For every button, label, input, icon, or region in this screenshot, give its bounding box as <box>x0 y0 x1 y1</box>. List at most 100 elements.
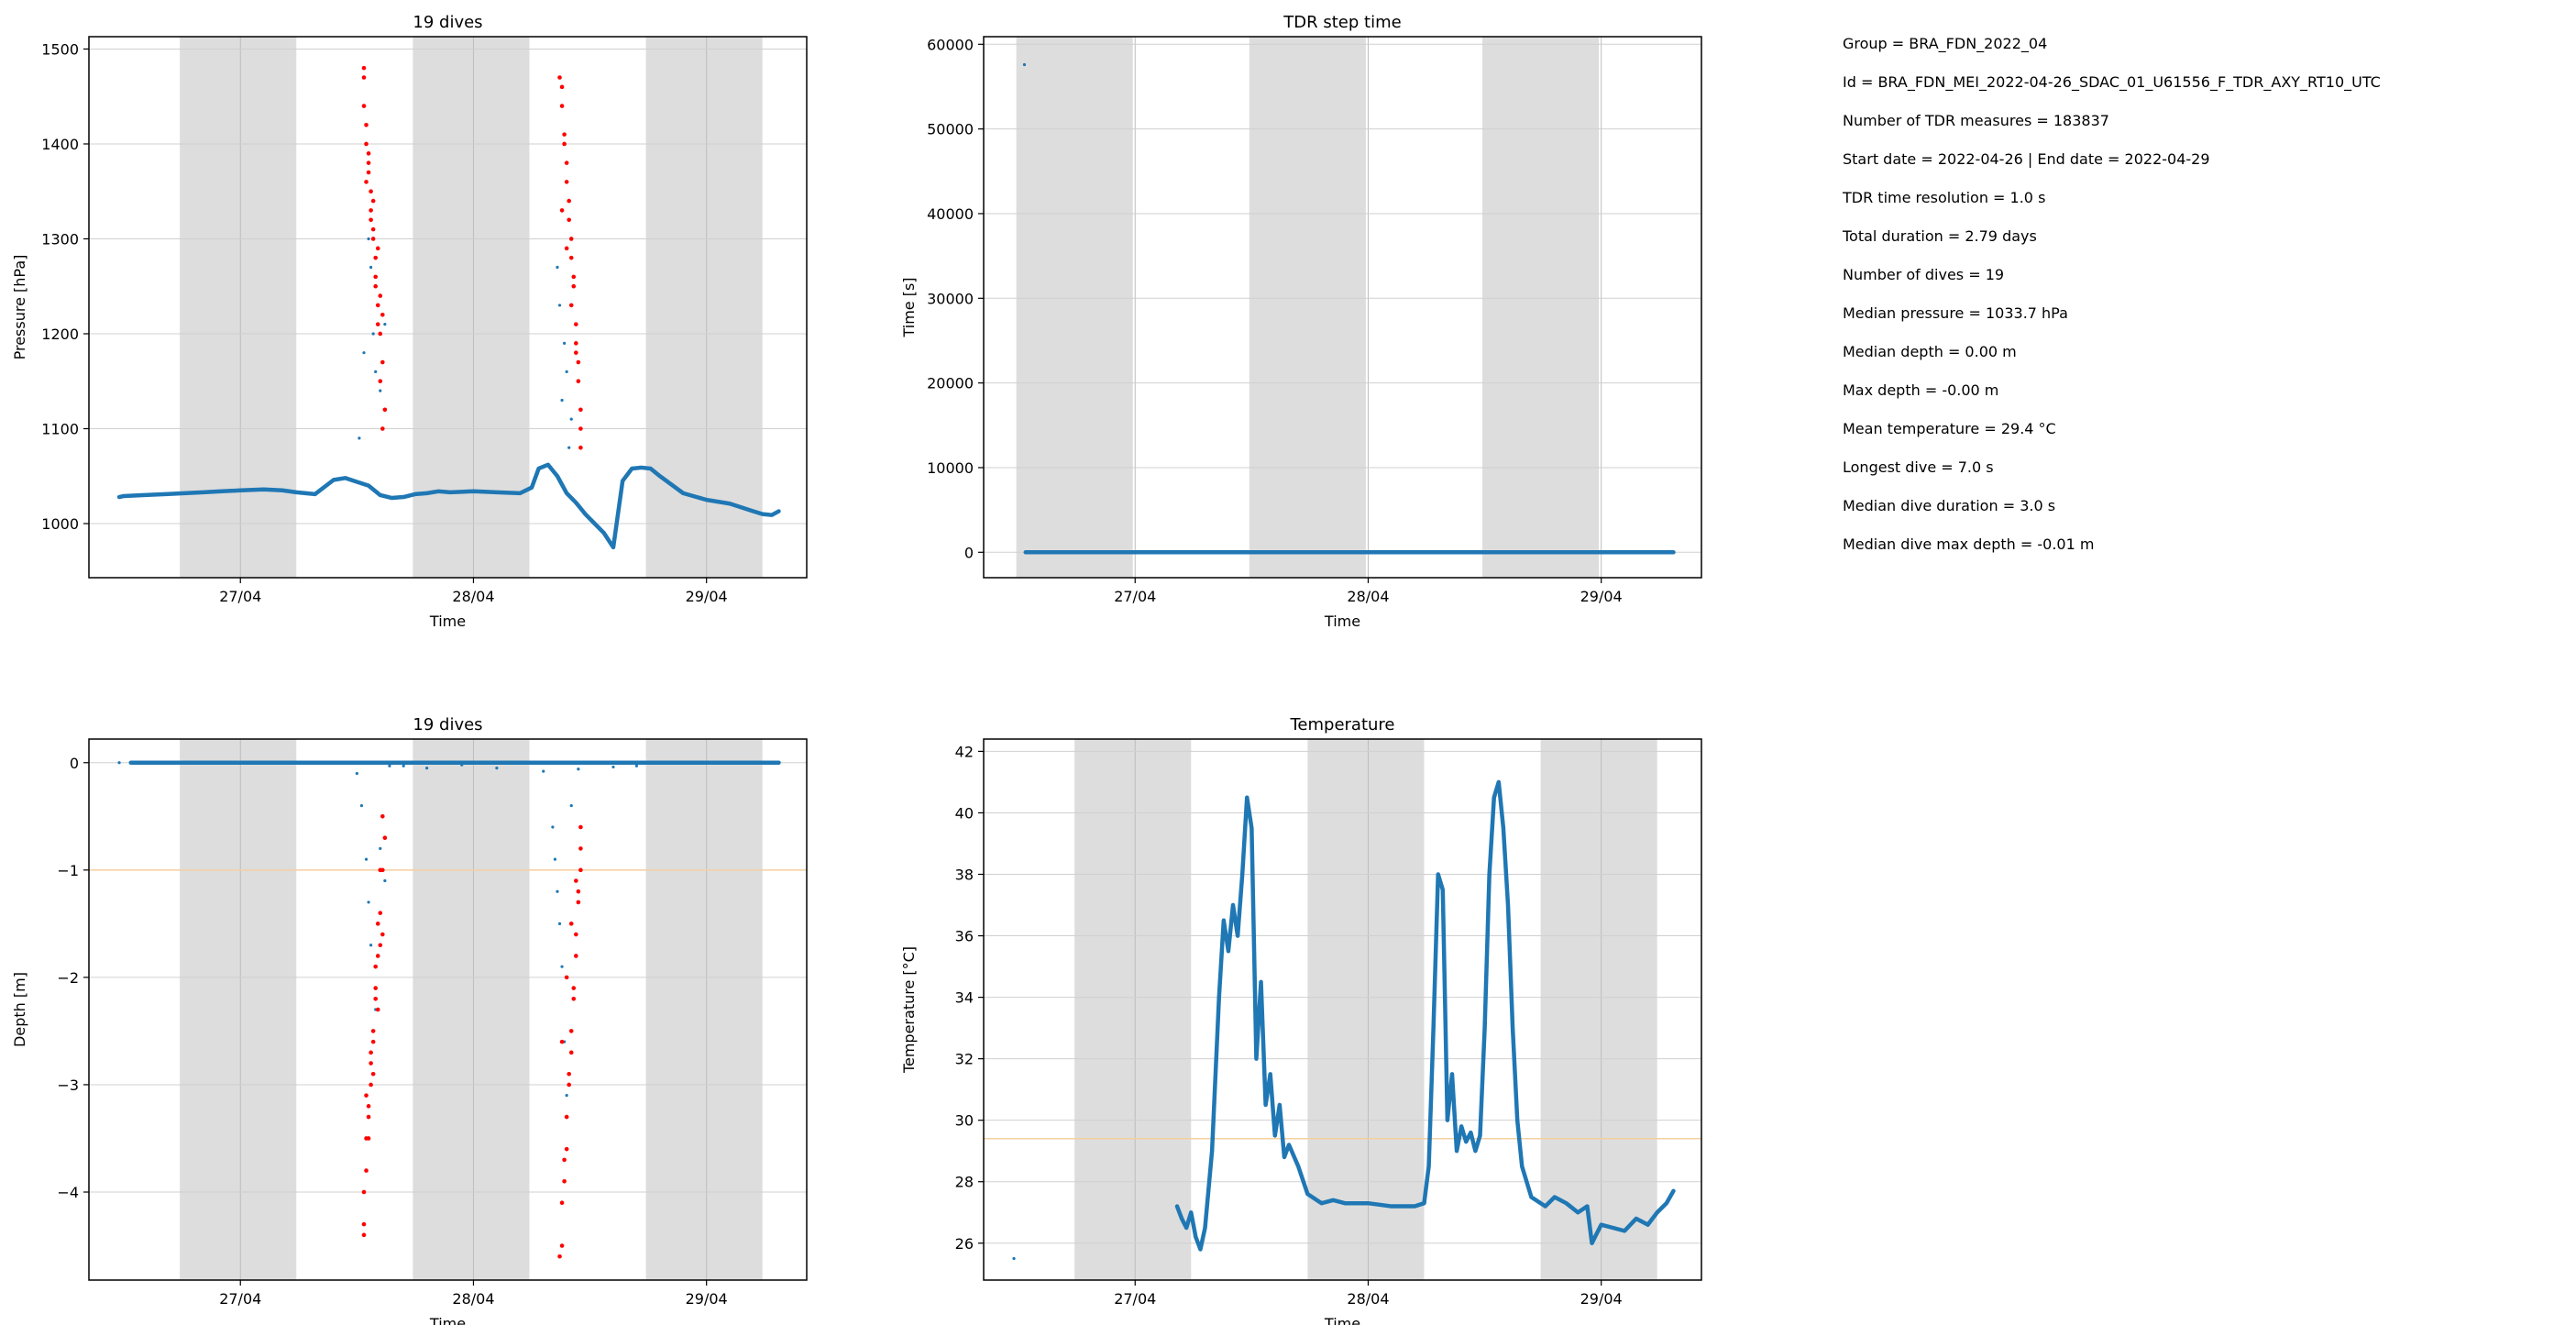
dive-point <box>559 1039 565 1044</box>
series-point <box>355 771 358 776</box>
y-tick-label: −2 <box>57 969 79 987</box>
dive-point <box>369 208 373 213</box>
chart-title: 19 dives <box>413 715 482 734</box>
series-point <box>371 332 375 336</box>
x-tick-label: 28/04 <box>1347 588 1389 605</box>
dive-point <box>361 1232 367 1238</box>
y-tick-label: 1500 <box>41 40 79 58</box>
dive-point <box>361 1221 367 1227</box>
x-tick-label: 28/04 <box>1347 1290 1389 1308</box>
dive-point <box>373 986 378 990</box>
x-tick-label: 27/04 <box>1114 588 1156 605</box>
series-point <box>388 764 391 767</box>
x-tick-label: 29/04 <box>686 1290 728 1308</box>
y-tick-label: 42 <box>955 743 974 760</box>
chart-title: TDR step time <box>1282 13 1401 32</box>
y-tick-label: −4 <box>57 1184 79 1201</box>
dive-point <box>571 283 577 289</box>
dive-point <box>574 954 578 958</box>
y-axis-label: Time [s] <box>900 277 918 337</box>
dive-point <box>366 170 371 175</box>
y-tick-label: 0 <box>70 755 79 772</box>
night-band <box>180 37 297 578</box>
series-point <box>367 237 370 241</box>
series-point <box>358 436 361 440</box>
x-axis-label: Time <box>1324 1315 1360 1325</box>
dive-point <box>568 255 574 260</box>
info-mean-temperature: Mean temperature = 29.4 °C <box>1843 420 2056 437</box>
dive-point <box>568 1029 574 1033</box>
y-tick-label: 34 <box>955 989 974 1007</box>
y-tick-label: 32 <box>955 1051 974 1068</box>
night-band <box>413 739 530 1280</box>
y-tick-label: 1300 <box>41 230 79 248</box>
dive-point <box>564 1114 569 1120</box>
series-point <box>1022 62 1027 67</box>
dive-point <box>375 922 380 926</box>
y-tick-label: 40000 <box>927 205 974 223</box>
dive-point <box>567 1071 571 1077</box>
chart-panel-2: 27/04 28/04 29/04 0 10000 20000 30000 40000 5000… <box>900 13 1702 630</box>
dive-point <box>382 835 388 840</box>
info-time-resolution: TDR time resolution = 1.0 s <box>1843 189 2046 206</box>
dive-point <box>364 1168 369 1173</box>
y-tick-label: 1000 <box>41 515 79 533</box>
dive-point <box>562 141 567 147</box>
series-point <box>369 944 373 947</box>
dive-point <box>564 180 569 184</box>
dive-point <box>567 1082 571 1088</box>
dive-point <box>567 198 571 204</box>
dive-point <box>559 104 565 108</box>
y-tick-label: −3 <box>57 1077 79 1094</box>
series-point <box>560 398 564 403</box>
dive-point <box>574 341 578 346</box>
dive-point <box>568 1050 574 1055</box>
dive-point <box>369 1082 373 1088</box>
y-tick-label: 30 <box>955 1112 974 1130</box>
dive-point <box>557 1253 562 1259</box>
info-id: Id = BRA_FDN_MEI_2022-04-26_SDAC_01_U615… <box>1843 73 2381 91</box>
series-point <box>542 769 545 773</box>
dive-point <box>373 274 378 280</box>
series-point <box>563 341 567 345</box>
dive-point <box>373 255 378 260</box>
info-median-pressure: Median pressure = 1033.7 hPa <box>1843 304 2068 322</box>
plot-frame <box>983 36 1702 579</box>
dive-point <box>574 350 578 355</box>
dive-point <box>364 1136 369 1141</box>
series-point <box>611 765 615 769</box>
y-tick-label: 20000 <box>927 375 974 392</box>
night-band <box>1249 37 1366 578</box>
series-point <box>551 825 555 829</box>
y-tick-label: 60000 <box>927 36 974 53</box>
dive-point <box>366 1104 371 1109</box>
dive-point <box>578 846 583 851</box>
plot-frame <box>88 738 808 1281</box>
night-band <box>1540 739 1657 1280</box>
dive-point <box>380 359 385 365</box>
chart-title: 19 dives <box>413 13 482 32</box>
x-tick-label: 27/04 <box>219 1290 261 1308</box>
x-tick-label: 27/04 <box>219 588 261 605</box>
series-point <box>553 857 557 861</box>
night-band <box>645 739 763 1280</box>
series-point <box>634 764 639 767</box>
chart-panel-4: 27/04 28/04 29/04 26 28 30 32 34 36 38 40 42 Tempera… <box>900 715 1702 1325</box>
y-tick-label: −1 <box>57 862 79 879</box>
dive-point <box>375 954 380 958</box>
dive-point <box>380 426 385 431</box>
series-point <box>495 767 499 770</box>
dive-point <box>559 1243 565 1248</box>
dive-point <box>571 996 577 1001</box>
series-point <box>402 764 405 767</box>
dive-point <box>571 274 577 280</box>
dive-point <box>375 303 380 308</box>
series-point <box>383 878 387 883</box>
series-point <box>379 389 382 392</box>
dive-point <box>361 65 367 71</box>
chart-title: Temperature <box>1289 715 1394 734</box>
dive-point <box>576 889 581 894</box>
info-median-depth: Median depth = 0.00 m <box>1843 343 2017 360</box>
dive-point <box>578 426 583 431</box>
